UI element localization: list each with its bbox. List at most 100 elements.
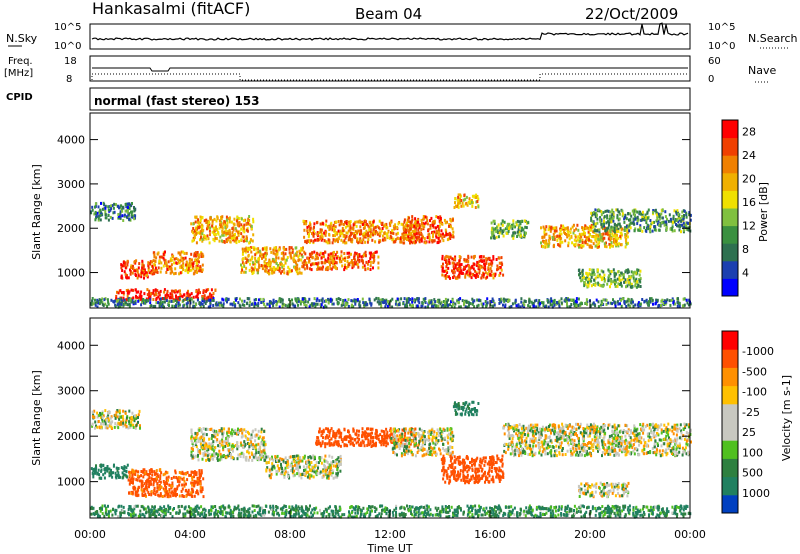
power-cell xyxy=(234,304,237,308)
power-cell xyxy=(221,233,224,237)
power-cell xyxy=(548,236,551,240)
power-cell xyxy=(636,222,639,226)
station-title: Hankasalmi (fitACF) xyxy=(92,0,250,18)
power-cell xyxy=(178,297,181,300)
power-cell xyxy=(186,305,189,309)
power-cell xyxy=(461,299,464,303)
power-cell xyxy=(552,232,555,236)
power-cell xyxy=(316,297,319,301)
power-cell xyxy=(664,301,667,304)
power-cell xyxy=(241,268,244,272)
power-cell xyxy=(91,299,94,303)
power-cell xyxy=(349,237,352,241)
velocity-cell xyxy=(186,490,189,494)
velocity-cell xyxy=(167,492,170,496)
power-cell xyxy=(340,254,343,258)
power-cell xyxy=(123,270,126,274)
power-cell xyxy=(350,305,353,309)
power-cell xyxy=(99,218,102,222)
power-cell xyxy=(630,301,633,305)
power-cell xyxy=(272,304,275,308)
power-cell xyxy=(321,261,324,265)
power-cell xyxy=(436,241,439,245)
power-cell xyxy=(636,268,639,272)
power-cell xyxy=(166,264,168,268)
power-cell xyxy=(344,298,347,302)
velocity-cell xyxy=(133,414,136,418)
power-cell xyxy=(189,293,192,297)
velocity-cell xyxy=(231,447,234,451)
power-cell xyxy=(468,272,471,276)
power-cell xyxy=(620,271,623,275)
power-cell xyxy=(518,220,521,224)
power-cell xyxy=(301,248,304,252)
power-cell xyxy=(212,304,215,307)
power-cell xyxy=(290,269,293,273)
power-cell xyxy=(409,224,412,228)
power-cell xyxy=(367,234,370,238)
velocity-cell xyxy=(232,445,235,449)
power-cell xyxy=(104,302,107,306)
power-cell xyxy=(361,265,364,269)
power-cell xyxy=(523,231,526,235)
power-cell xyxy=(175,294,177,298)
power-cell xyxy=(145,299,148,302)
power-cell xyxy=(639,224,642,228)
power-cell xyxy=(582,232,585,236)
power-cell xyxy=(195,231,198,235)
power-cell xyxy=(618,276,621,280)
velocity-cell xyxy=(143,482,146,486)
power-cell xyxy=(487,266,490,270)
power-cell xyxy=(593,212,596,216)
power-cell xyxy=(682,221,685,225)
power-cell xyxy=(133,206,135,209)
power-cell xyxy=(227,238,230,242)
velocity-cell xyxy=(131,491,134,494)
power-cell xyxy=(232,228,235,232)
velocity-cell xyxy=(236,447,239,451)
power-cell xyxy=(276,300,279,304)
power-cell xyxy=(453,267,455,271)
power-cell xyxy=(625,242,628,246)
power-cell xyxy=(229,236,232,240)
power-cell xyxy=(228,236,231,240)
power-cell xyxy=(495,258,498,261)
power-cell xyxy=(568,237,571,241)
power-cell xyxy=(96,298,99,302)
power-cell xyxy=(353,253,356,257)
power-cell xyxy=(471,199,473,202)
power-cell xyxy=(632,217,635,221)
power-cell xyxy=(614,242,617,246)
power-cell xyxy=(678,304,681,308)
power-cell xyxy=(331,254,334,258)
power-cell xyxy=(227,298,229,302)
power-cell xyxy=(126,210,129,214)
power-cell xyxy=(500,268,503,272)
power-cell xyxy=(179,292,182,296)
power-cell xyxy=(129,270,132,274)
power-cell xyxy=(201,216,204,219)
power-cell xyxy=(625,237,628,241)
power-cell xyxy=(306,266,309,270)
power-cell xyxy=(537,301,540,305)
power-cell xyxy=(325,223,327,227)
power-cell xyxy=(587,280,589,284)
power-cell xyxy=(197,255,200,259)
power-cell xyxy=(299,302,302,306)
power-cell xyxy=(157,266,160,270)
velocity-cell xyxy=(109,473,112,477)
velocity-cell xyxy=(193,471,196,475)
power-cell xyxy=(600,210,603,213)
power-cell xyxy=(316,302,319,306)
power-cell xyxy=(359,225,362,229)
power-cell xyxy=(446,220,448,224)
power-cell xyxy=(104,297,107,301)
velocity-cell xyxy=(193,479,196,483)
power-cell xyxy=(633,270,636,274)
power-cell xyxy=(545,232,548,236)
power-cell xyxy=(411,300,414,304)
power-cell xyxy=(612,219,615,223)
power-cell xyxy=(449,223,452,227)
power-cell xyxy=(310,263,312,267)
power-cell xyxy=(160,266,163,270)
